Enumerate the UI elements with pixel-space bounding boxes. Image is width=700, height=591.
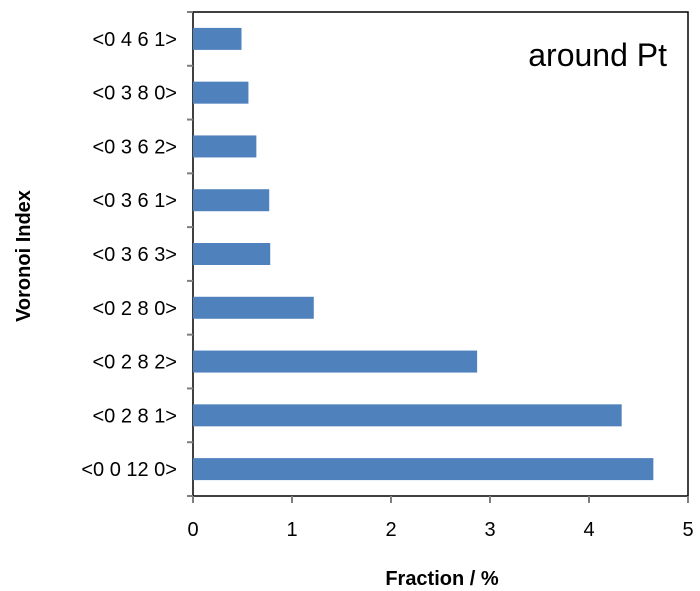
x-axis-title: Fraction / % (385, 568, 499, 590)
bar (193, 458, 654, 481)
bars-group (193, 27, 654, 481)
y-tick-label: <0 2 8 2> (92, 352, 177, 374)
y-axis-title: Voronoi Index (13, 190, 35, 322)
bar (193, 350, 478, 373)
bar (193, 81, 249, 104)
x-tick-label: 3 (484, 519, 495, 541)
bar (193, 296, 314, 319)
annotation-label: around Pt (528, 37, 667, 73)
x-tick-label: 1 (286, 519, 297, 541)
y-tick-label: <0 0 12 0> (81, 459, 177, 481)
bar (193, 243, 271, 265)
bar (193, 135, 257, 158)
labels-group: <0 4 6 1> <0 3 8 0> <0 3 6 2> <0 3 6 1> <0 3… (81, 29, 693, 541)
y-tick-label: <0 2 8 1> (92, 405, 177, 427)
x-tick-label: 4 (583, 519, 594, 541)
ticks-group (187, 11, 689, 503)
bar (193, 189, 270, 212)
bar (193, 404, 622, 427)
y-tick-label: <0 2 8 0> (92, 298, 177, 320)
y-tick-label: <0 4 6 1> (92, 29, 177, 51)
x-tick-label: 5 (682, 519, 693, 541)
y-tick-label: <0 3 8 0> (92, 83, 177, 105)
y-tick-label: <0 3 6 1> (92, 190, 177, 212)
x-tick-label: 2 (385, 519, 396, 541)
bar (193, 27, 242, 50)
y-tick-label: <0 3 6 2> (92, 136, 177, 158)
x-tick-label: 0 (187, 519, 198, 541)
y-tick-label: <0 3 6 3> (92, 244, 177, 266)
